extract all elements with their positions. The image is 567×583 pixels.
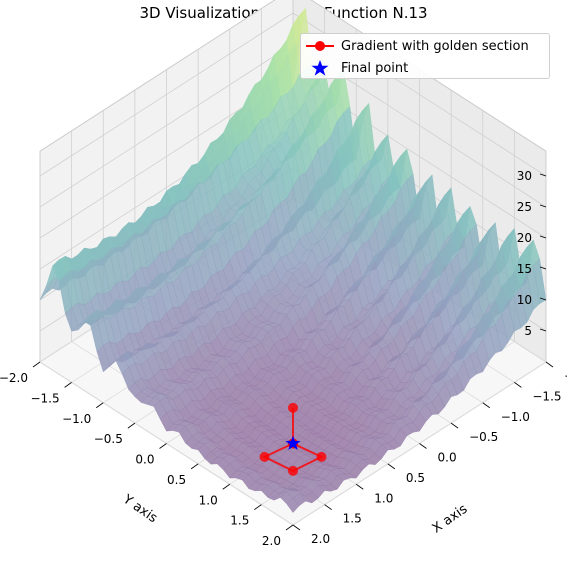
y-tick (285, 524, 294, 531)
z-tick-label: 30 (517, 169, 532, 183)
x-tick (419, 443, 427, 449)
legend-item-path: Gradient with golden section (301, 35, 549, 57)
x-tick-label: 0.5 (406, 471, 425, 485)
x-tick (356, 483, 364, 490)
z-tick (539, 204, 547, 208)
legend-line-marker-icon (301, 35, 341, 57)
x-tick-label: −1.5 (532, 389, 561, 403)
z-tick (539, 173, 547, 177)
grid-line (39, 43, 294, 208)
x-tick (482, 402, 490, 409)
z-tick-label: 10 (517, 293, 532, 307)
y-tick-label: 0.5 (167, 473, 186, 487)
y-tick (159, 443, 167, 449)
z-tick-label: 20 (517, 231, 532, 245)
path-point (288, 465, 298, 476)
y-tick (190, 463, 199, 470)
legend-label-final: Final point (341, 60, 409, 76)
y-tick-label: −2.0 (0, 371, 28, 385)
surface-patch (286, 497, 300, 513)
path-point (259, 451, 270, 462)
z-tick (539, 235, 547, 239)
path-point (316, 451, 327, 462)
y-tick-label: −1.0 (62, 412, 91, 426)
y-tick-label: 1.5 (230, 514, 249, 528)
path-point (288, 402, 298, 413)
z-tick-label: 5 (524, 324, 532, 338)
y-tick-label: −1.5 (30, 391, 59, 405)
x-tick-label: 0.0 (438, 451, 457, 465)
legend: Gradient with golden section Final point (300, 33, 550, 79)
x-axis-label: X axis (430, 502, 471, 537)
y-axis-label: Y axis (119, 491, 160, 526)
z-tick-label: 15 (517, 262, 532, 276)
y-tick-label: 2.0 (262, 534, 281, 548)
x-tick (514, 382, 522, 388)
x-tick (450, 422, 459, 429)
z-tick-label: 25 (517, 200, 532, 214)
x-tick (292, 524, 301, 531)
x-tick (387, 463, 396, 470)
x-tick-label: 1.0 (374, 491, 393, 505)
y-tick-label: −0.5 (94, 432, 123, 446)
legend-label-path: Gradient with golden section (341, 38, 529, 54)
z-tick (539, 266, 547, 270)
y-tick (96, 402, 104, 409)
x-tick-label: −2.0 (564, 369, 567, 383)
y-tick (222, 483, 230, 490)
y-tick-label: 1.0 (199, 493, 218, 507)
z-tick (539, 297, 547, 301)
z-tick (539, 328, 547, 332)
legend-star-icon (301, 57, 341, 79)
grid-line (39, 12, 294, 177)
y-tick (254, 504, 262, 510)
final-point-star (285, 435, 301, 450)
legend-item-final: Final point (301, 57, 549, 79)
x-tick-label: 2.0 (311, 532, 330, 546)
x-tick-label: 1.5 (343, 512, 362, 526)
y-tick (127, 422, 136, 429)
x-tick (545, 361, 554, 368)
y-tick-label: 0.0 (135, 453, 154, 467)
y-tick (32, 361, 41, 368)
x-tick-label: −1.0 (501, 410, 530, 424)
x-tick (324, 504, 332, 510)
x-tick-label: −0.5 (469, 430, 498, 444)
y-tick (64, 382, 72, 388)
